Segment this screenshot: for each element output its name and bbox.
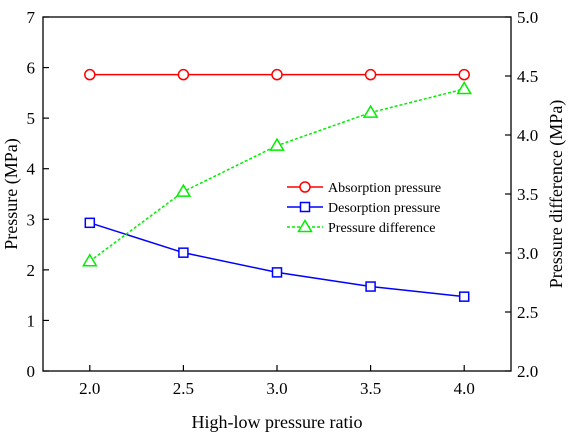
y-left-tick-label: 4 — [27, 160, 36, 179]
y-axis-right-label: Pressure difference (MPa) — [546, 100, 567, 289]
y-left-tick-label: 2 — [27, 261, 36, 280]
series-3-point — [81, 253, 98, 267]
series-layer — [81, 68, 473, 302]
legend: Absorption pressure Desorption pressure Pr… — [287, 181, 441, 236]
series-1-point — [364, 68, 377, 81]
series-1-point — [458, 68, 470, 81]
x-tick-label: 2.0 — [79, 379, 100, 398]
series-2-point — [458, 291, 470, 302]
legend-marker-1 — [299, 181, 311, 193]
series-2-point — [84, 217, 96, 229]
y-left-tick-label: 3 — [27, 210, 36, 229]
legend-marker-2 — [299, 201, 311, 213]
series-1-point — [271, 68, 283, 81]
x-axis: 2.0 2.5 3.0 3.5 4.0 — [79, 365, 475, 398]
x-tick-label: 4.0 — [454, 379, 475, 398]
series-3-point — [269, 137, 285, 151]
y-axis-right: 2.0 2.5 3.0 3.5 4.0 4.5 5.0 — [505, 8, 538, 381]
series-2-point — [271, 267, 283, 278]
series-2-point — [178, 247, 189, 258]
y-left-tick-label: 0 — [27, 362, 36, 381]
y-left-tick-label: 7 — [27, 8, 36, 27]
x-tick-label: 3.0 — [266, 379, 287, 398]
y-left-tick-label: 6 — [27, 59, 36, 78]
y-right-tick-label: 4.0 — [517, 126, 538, 145]
y-left-tick-label: 5 — [27, 109, 36, 128]
y-axis-left-label: Pressure (MPa) — [1, 138, 22, 249]
x-tick-label: 3.5 — [360, 379, 381, 398]
series-3-point — [456, 81, 473, 95]
series-3-point — [175, 183, 192, 197]
x-tick-label: 2.5 — [173, 379, 194, 398]
series-1-point — [84, 68, 96, 81]
y-axis-left: 0 1 2 3 4 5 6 7 — [27, 8, 49, 381]
legend-marker-3 — [297, 219, 313, 233]
y-right-tick-label: 2.0 — [517, 362, 538, 381]
series-2-point — [365, 281, 376, 292]
legend-label-2: Desorption pressure — [328, 201, 440, 216]
legend-label-3: Pressure difference — [328, 221, 435, 236]
series-1-point — [177, 68, 190, 81]
series-3-point — [362, 104, 379, 118]
y-right-tick-label: 2.5 — [517, 303, 538, 322]
legend-label-1: Absorption pressure — [328, 181, 441, 196]
y-left-tick-label: 1 — [27, 311, 36, 330]
y-right-tick-label: 3.5 — [517, 185, 538, 204]
y-right-tick-label: 3.0 — [517, 244, 538, 263]
x-axis-label: High-low pressure ratio — [192, 412, 363, 432]
y-right-tick-label: 4.5 — [517, 67, 538, 86]
y-right-tick-label: 5.0 — [517, 8, 538, 27]
